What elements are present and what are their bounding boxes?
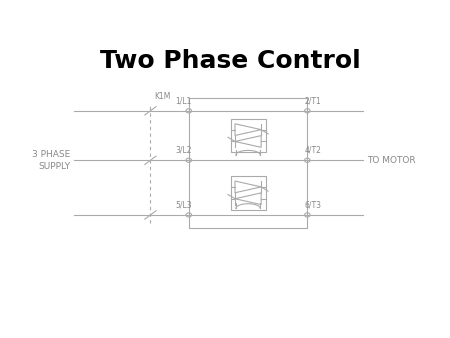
Bar: [230, 176, 266, 210]
Text: 5/L3: 5/L3: [175, 200, 192, 210]
Text: K1M: K1M: [154, 92, 170, 101]
Text: 2/T1: 2/T1: [304, 96, 321, 105]
Text: 3/L2: 3/L2: [176, 146, 192, 155]
Bar: [230, 119, 266, 152]
Text: TO MOTOR: TO MOTOR: [367, 156, 415, 165]
Text: 4/T2: 4/T2: [304, 146, 321, 155]
Text: 1/L1: 1/L1: [176, 96, 192, 105]
Bar: [189, 98, 307, 228]
Text: 6/T3: 6/T3: [304, 200, 321, 210]
Text: Two Phase Control: Two Phase Control: [100, 49, 361, 73]
Text: 3 PHASE
SUPPLY: 3 PHASE SUPPLY: [32, 149, 70, 171]
